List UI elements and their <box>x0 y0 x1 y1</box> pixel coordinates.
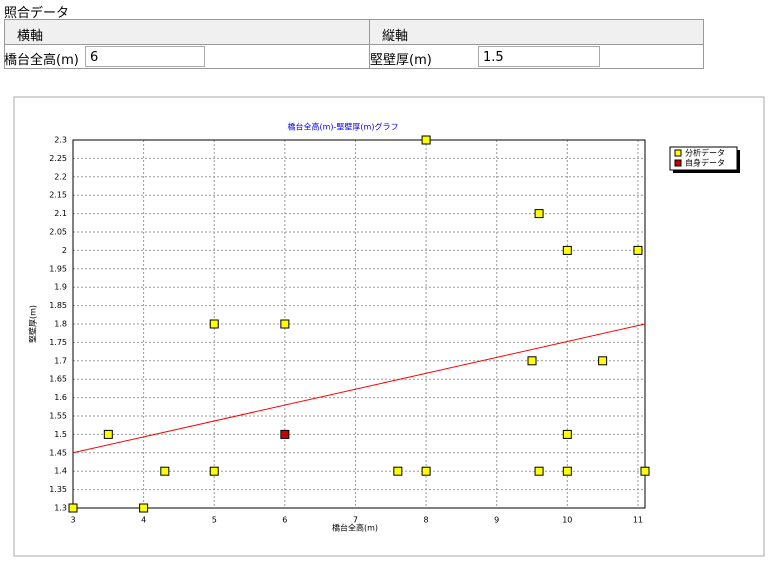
y-tick-label: 1.35 <box>49 485 67 494</box>
y-tick-label: 2.15 <box>49 191 67 200</box>
x-tick-label: 8 <box>424 516 429 525</box>
y-tick-label: 1.55 <box>49 412 67 421</box>
data-point <box>527 356 537 366</box>
x-tick-label: 6 <box>282 516 287 525</box>
field-label: 橋台全高(m) <box>4 53 79 68</box>
data-point <box>280 319 290 329</box>
text-input[interactable]: 1.5 <box>478 46 600 67</box>
data-point <box>280 429 290 439</box>
data-point <box>209 466 219 476</box>
y-tick-label: 2.3 <box>54 136 67 145</box>
text-input[interactable]: 6 <box>85 46 205 67</box>
data-point <box>633 245 643 255</box>
data-point <box>640 466 650 476</box>
data-point <box>393 466 403 476</box>
x-tick-label: 9 <box>494 516 499 525</box>
data-point <box>534 466 544 476</box>
data-point <box>598 356 608 366</box>
data-point <box>139 503 149 513</box>
legend-box <box>669 146 738 171</box>
x-tick-label: 11 <box>633 516 643 525</box>
y-tick-label: 2.25 <box>49 154 67 163</box>
y-tick-label: 2.2 <box>54 172 67 181</box>
x-axis-label: 橋台全高(m) <box>332 523 378 533</box>
table-cell <box>369 44 704 69</box>
legend-label: 分析データ <box>685 148 725 158</box>
data-point <box>68 503 78 513</box>
data-point <box>209 319 219 329</box>
y-tick-label: 1.95 <box>49 264 67 273</box>
chart-title: 橋台全高(m)-堅壁厚(m)グラフ <box>288 122 399 132</box>
y-tick-label: 1.85 <box>49 301 67 310</box>
y-tick-label: 2.05 <box>49 228 67 237</box>
y-tick-label: 1.65 <box>49 375 67 384</box>
y-tick-label: 1.45 <box>49 448 67 457</box>
data-point <box>562 245 572 255</box>
x-tick-label: 4 <box>141 516 146 525</box>
table-header: 縦軸 <box>369 19 704 45</box>
x-tick-label: 5 <box>212 516 217 525</box>
data-point <box>103 429 113 439</box>
legend-swatch <box>674 149 682 157</box>
data-point <box>562 429 572 439</box>
legend-label: 自身データ <box>685 158 725 168</box>
x-tick-label: 10 <box>562 516 572 525</box>
y-tick-label: 1.6 <box>54 393 67 402</box>
data-point <box>421 466 431 476</box>
x-tick-label: 7 <box>353 516 358 525</box>
y-tick-label: 1.8 <box>54 320 67 329</box>
data-point <box>534 209 544 219</box>
y-axis-label: 堅壁厚(m) <box>28 305 38 343</box>
y-tick-label: 1.5 <box>54 430 67 439</box>
data-point <box>160 466 170 476</box>
trend-line <box>72 323 646 454</box>
legend-swatch <box>674 159 682 167</box>
y-tick-label: 1.4 <box>54 467 67 476</box>
y-tick-label: 1.9 <box>54 283 67 292</box>
y-tick-label: 1.3 <box>54 504 67 513</box>
data-point <box>562 466 572 476</box>
x-tick-label: 3 <box>70 516 75 525</box>
y-tick-label: 1.75 <box>49 338 67 347</box>
section-title: 照合データ <box>4 6 70 21</box>
y-tick-label: 2.1 <box>54 209 67 218</box>
y-tick-label: 2 <box>62 246 67 255</box>
field-label: 堅壁厚(m) <box>370 53 432 68</box>
data-point <box>421 135 431 145</box>
y-tick-label: 1.7 <box>54 356 67 365</box>
chart-frame <box>13 96 765 557</box>
